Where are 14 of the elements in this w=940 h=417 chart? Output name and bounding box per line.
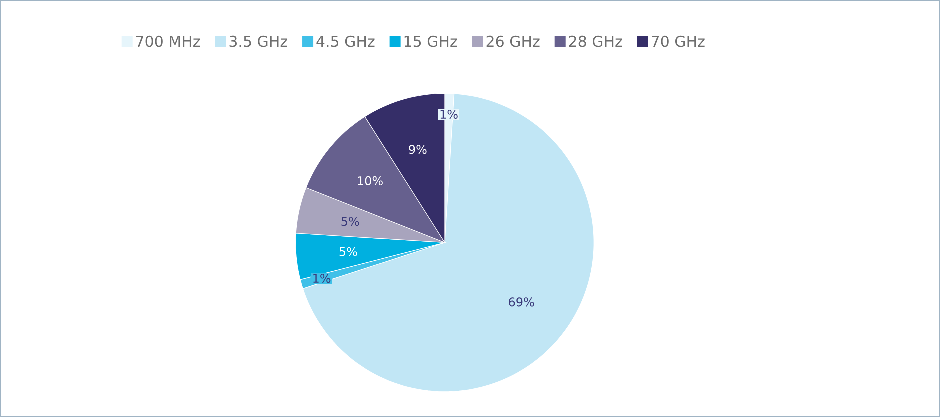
data-label: 5% — [340, 247, 358, 256]
legend-label: 700 MHz — [136, 36, 200, 48]
data-label: 5% — [342, 216, 360, 226]
legend-label: 26 GHz — [486, 36, 540, 48]
data-label: 1% — [440, 110, 458, 119]
legend-label: 4.5 GHz — [316, 36, 375, 48]
legend-label: 3.5 GHz — [230, 36, 288, 48]
data-label: 9% — [409, 144, 427, 154]
legend-label: 28 GHz — [569, 36, 622, 48]
data-label: 69% — [509, 297, 534, 306]
data-label: 1% — [314, 274, 331, 283]
data-label: 10% — [358, 176, 383, 186]
legend-label: 70 GHz — [652, 36, 705, 48]
legend-label: 15 GHz — [404, 36, 458, 48]
